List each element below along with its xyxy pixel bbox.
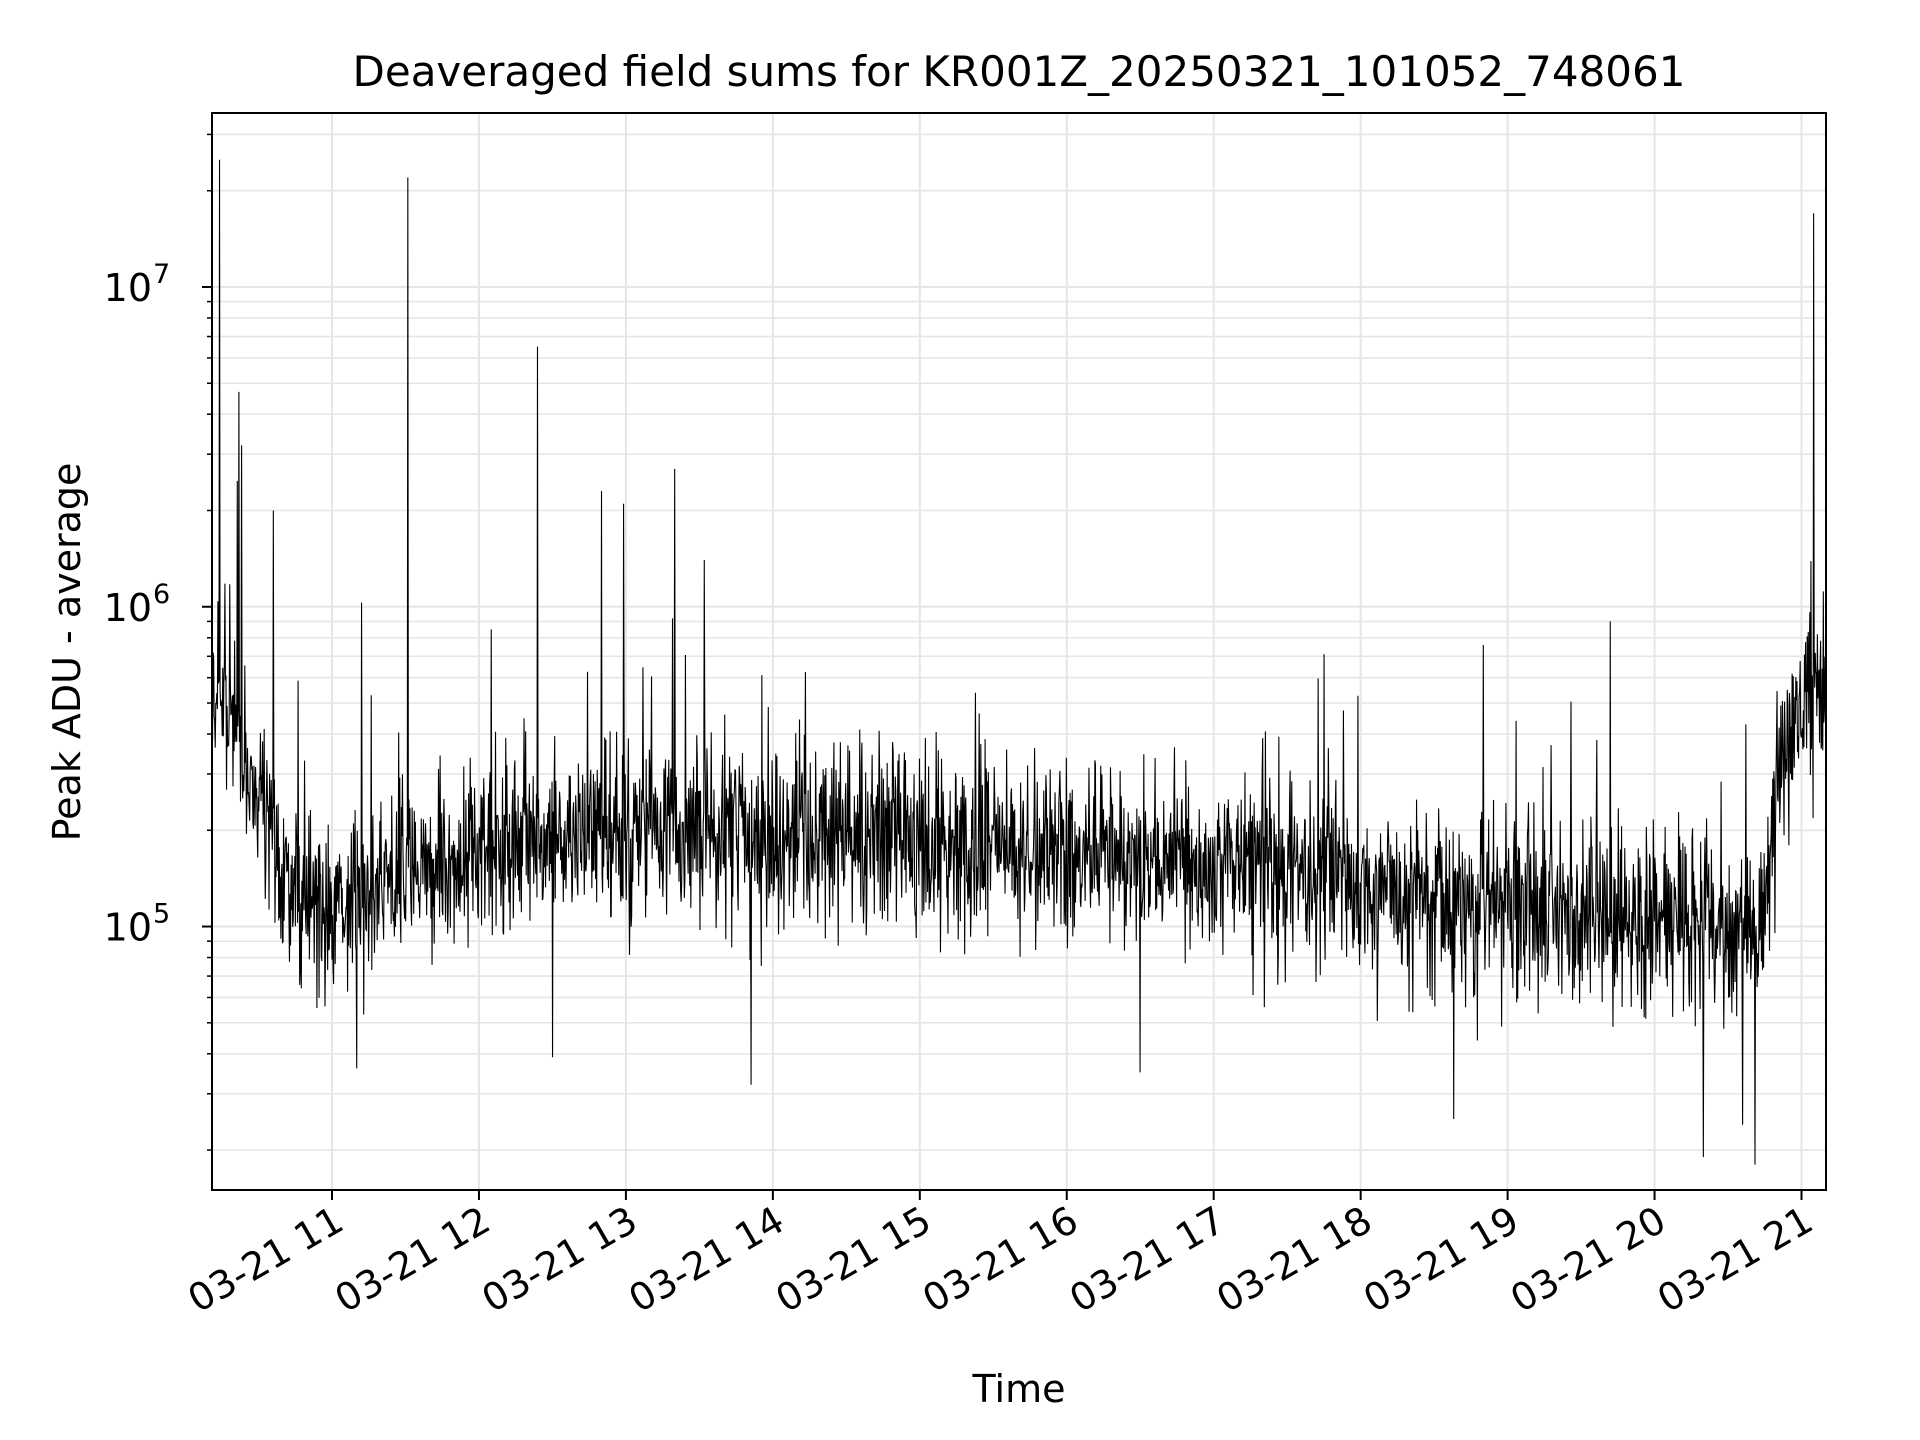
y-axis-label: Peak ADU - average bbox=[45, 463, 89, 842]
series bbox=[211, 159, 1827, 1165]
y-tick-label-base: 10 bbox=[104, 266, 152, 310]
y-tick-label-base: 10 bbox=[104, 586, 152, 630]
y-tick-label: 10 5 bbox=[104, 899, 171, 950]
y-tick-label-exponent: 5 bbox=[153, 899, 170, 930]
x-axis-label: Time bbox=[972, 1367, 1066, 1411]
series-line bbox=[211, 159, 1827, 1165]
chart-title: Deaveraged field sums for KR001Z_2025032… bbox=[353, 47, 1686, 96]
y-tick-label: 10 7 bbox=[104, 259, 171, 310]
y-tick-label-exponent: 6 bbox=[153, 579, 170, 610]
grid bbox=[212, 113, 1826, 1190]
y-tick-label-base: 10 bbox=[104, 906, 152, 950]
y-tick-label: 10 6 bbox=[104, 579, 171, 630]
plot-frame bbox=[211, 112, 1827, 1191]
y-tick-label-exponent: 7 bbox=[153, 259, 170, 290]
